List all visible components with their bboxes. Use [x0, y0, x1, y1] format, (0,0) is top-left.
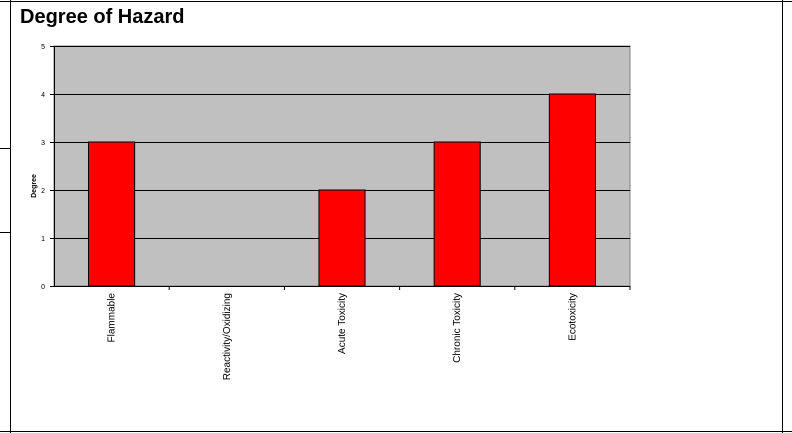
bar-flammable: [88, 141, 136, 287]
y-tick-labels: 0 1 2 3 4 5: [41, 44, 45, 291]
bar-ecotoxicity: [548, 93, 596, 287]
category-label: Chronic Toxicity: [452, 293, 463, 363]
y-tick-label: 1: [41, 236, 45, 243]
y-tick-label: 3: [41, 140, 45, 147]
category-label: Reactivity/Oxidizing: [222, 293, 233, 380]
bar-acute-toxicity: [318, 189, 366, 287]
y-tick-label: 5: [41, 44, 45, 51]
category-labels: Flammable Reactivity/Oxidizing Acute Toxic…: [107, 293, 579, 381]
category-label: Acute Toxicity: [337, 293, 348, 354]
y-axis-label: Degree: [31, 174, 38, 198]
category-label: Ecotoxicity: [567, 293, 578, 341]
category-label: Flammable: [107, 293, 118, 343]
chart-title: Degree of Hazard: [20, 6, 185, 28]
axes: [54, 46, 630, 287]
y-tick-label: 0: [41, 284, 45, 291]
bar-chronic-toxicity: [433, 141, 481, 287]
y-tick-label: 4: [41, 92, 45, 99]
y-tick-label: 2: [41, 188, 45, 195]
